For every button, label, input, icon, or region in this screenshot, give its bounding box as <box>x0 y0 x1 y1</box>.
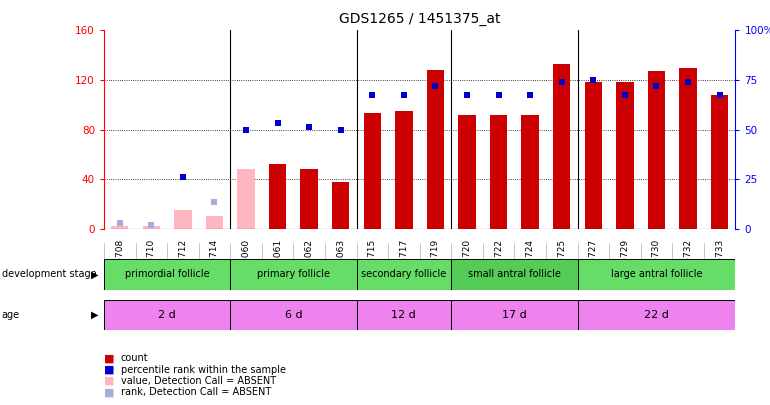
Bar <box>427 70 444 229</box>
Text: secondary follicle: secondary follicle <box>361 269 447 279</box>
Text: 12 d: 12 d <box>391 310 417 320</box>
Text: ■: ■ <box>104 376 115 386</box>
Text: small antral follicle: small antral follicle <box>468 269 561 279</box>
Bar <box>578 259 735 290</box>
Bar <box>357 300 451 330</box>
Bar <box>711 95 728 229</box>
Text: rank, Detection Call = ABSENT: rank, Detection Call = ABSENT <box>121 388 271 397</box>
Bar <box>230 300 357 330</box>
Text: development stage: development stage <box>2 269 96 279</box>
Text: ■: ■ <box>104 354 115 363</box>
Bar <box>363 113 381 229</box>
Text: 6 d: 6 d <box>285 310 302 320</box>
Bar <box>616 83 634 229</box>
Bar <box>332 182 350 229</box>
Bar <box>174 210 192 229</box>
Bar <box>458 115 476 229</box>
Bar <box>451 300 578 330</box>
Text: age: age <box>2 310 20 320</box>
Text: count: count <box>121 354 149 363</box>
Text: 22 d: 22 d <box>644 310 669 320</box>
Text: value, Detection Call = ABSENT: value, Detection Call = ABSENT <box>121 376 276 386</box>
Bar <box>578 300 735 330</box>
Text: GDS1265 / 1451375_at: GDS1265 / 1451375_at <box>339 12 500 26</box>
Text: primary follicle: primary follicle <box>257 269 330 279</box>
Bar <box>237 169 255 229</box>
Text: 17 d: 17 d <box>502 310 527 320</box>
Bar <box>679 68 697 229</box>
Bar <box>230 259 357 290</box>
Bar <box>142 226 160 229</box>
Bar <box>648 71 665 229</box>
Bar <box>111 226 129 229</box>
Bar <box>104 300 230 330</box>
Text: ▶: ▶ <box>91 310 99 320</box>
Text: primordial follicle: primordial follicle <box>125 269 209 279</box>
Bar <box>395 111 413 229</box>
Text: 2 d: 2 d <box>158 310 176 320</box>
Bar <box>521 115 539 229</box>
Bar <box>206 216 223 229</box>
Text: ■: ■ <box>104 365 115 375</box>
Bar <box>357 259 451 290</box>
Bar <box>490 115 507 229</box>
Text: percentile rank within the sample: percentile rank within the sample <box>121 365 286 375</box>
Text: ▶: ▶ <box>91 269 99 279</box>
Bar <box>269 164 286 229</box>
Text: ■: ■ <box>104 388 115 397</box>
Text: large antral follicle: large antral follicle <box>611 269 702 279</box>
Bar <box>300 169 318 229</box>
Bar <box>553 64 571 229</box>
Bar <box>584 83 602 229</box>
Bar <box>451 259 578 290</box>
Bar <box>104 259 230 290</box>
